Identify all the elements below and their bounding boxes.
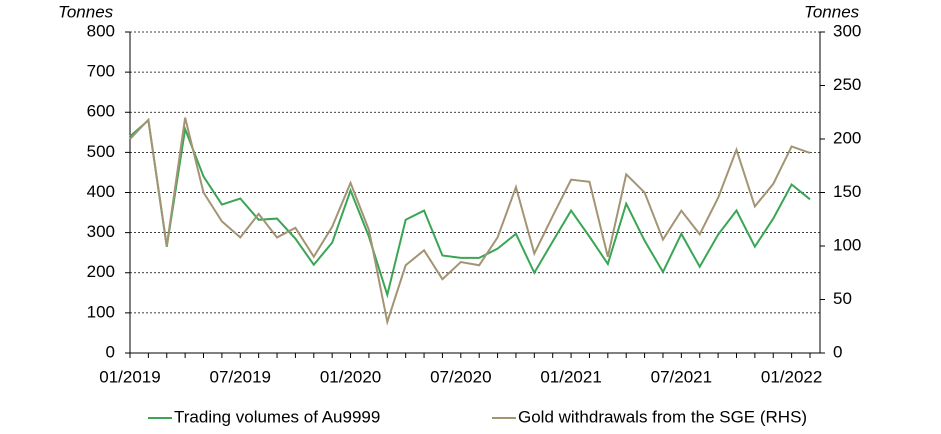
y2-tick-label: 150	[833, 182, 861, 201]
x-tick-label: 01/2020	[320, 367, 381, 386]
y-tick-label: 800	[87, 21, 115, 40]
x-tick-label: 07/2020	[430, 367, 491, 386]
y2-axis-title: Tonnes	[804, 2, 860, 21]
series-line	[129, 117, 811, 326]
y-tick-label: 400	[87, 182, 115, 201]
y-tick-label: 600	[87, 102, 115, 121]
y-tick-label: 500	[87, 142, 115, 161]
x-tick-label: 01/2019	[99, 367, 160, 386]
y-tick-label: 200	[87, 262, 115, 281]
legend-label: Gold withdrawals from the SGE (RHS)	[518, 407, 807, 426]
y-tick-label: 700	[87, 62, 115, 81]
x-tick-label: 07/2019	[210, 367, 271, 386]
y-tick-label: 300	[87, 222, 115, 241]
y2-tick-label: 50	[833, 289, 852, 308]
x-tick-label: 01/2022	[761, 367, 822, 386]
y-tick-label: 0	[106, 342, 115, 361]
y-tick-label: 100	[87, 302, 115, 321]
y-axis-title: Tonnes	[58, 2, 114, 21]
y2-tick-label: 0	[833, 342, 842, 361]
y2-tick-label: 300	[833, 21, 861, 40]
legend-label: Trading volumes of Au9999	[174, 407, 380, 426]
y2-tick-label: 250	[833, 75, 861, 94]
y2-tick-label: 200	[833, 128, 861, 147]
y2-tick-label: 100	[833, 235, 861, 254]
x-tick-label: 01/2021	[540, 367, 601, 386]
series-line	[129, 118, 811, 299]
x-tick-label: 07/2021	[651, 367, 712, 386]
